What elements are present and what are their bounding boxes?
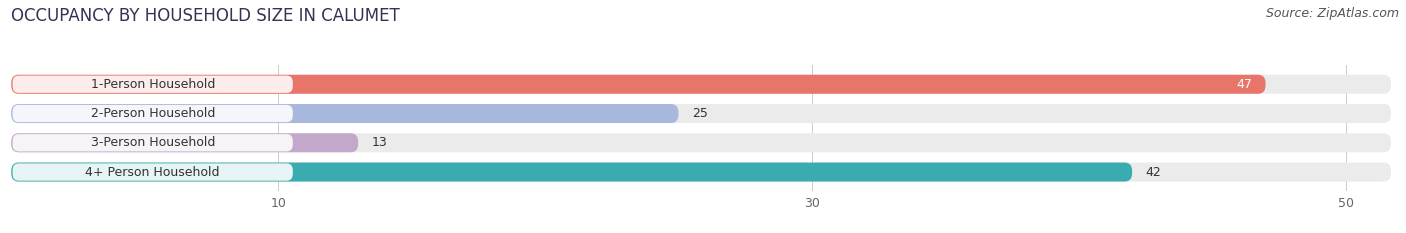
FancyBboxPatch shape bbox=[13, 76, 292, 93]
Text: 2-Person Household: 2-Person Household bbox=[90, 107, 215, 120]
Text: 42: 42 bbox=[1146, 165, 1161, 178]
FancyBboxPatch shape bbox=[11, 75, 1265, 94]
FancyBboxPatch shape bbox=[11, 104, 679, 123]
FancyBboxPatch shape bbox=[13, 163, 292, 181]
Text: 13: 13 bbox=[371, 136, 387, 149]
FancyBboxPatch shape bbox=[13, 134, 292, 151]
FancyBboxPatch shape bbox=[11, 133, 1391, 152]
Text: 25: 25 bbox=[692, 107, 707, 120]
FancyBboxPatch shape bbox=[11, 163, 1391, 182]
Text: 4+ Person Household: 4+ Person Household bbox=[86, 165, 219, 178]
FancyBboxPatch shape bbox=[11, 75, 1391, 94]
Text: OCCUPANCY BY HOUSEHOLD SIZE IN CALUMET: OCCUPANCY BY HOUSEHOLD SIZE IN CALUMET bbox=[11, 7, 399, 25]
FancyBboxPatch shape bbox=[11, 104, 1391, 123]
Text: Source: ZipAtlas.com: Source: ZipAtlas.com bbox=[1265, 7, 1399, 20]
Text: 3-Person Household: 3-Person Household bbox=[90, 136, 215, 149]
Text: 1-Person Household: 1-Person Household bbox=[90, 78, 215, 91]
Text: 47: 47 bbox=[1236, 78, 1253, 91]
FancyBboxPatch shape bbox=[11, 163, 1132, 182]
FancyBboxPatch shape bbox=[11, 133, 359, 152]
FancyBboxPatch shape bbox=[13, 105, 292, 122]
